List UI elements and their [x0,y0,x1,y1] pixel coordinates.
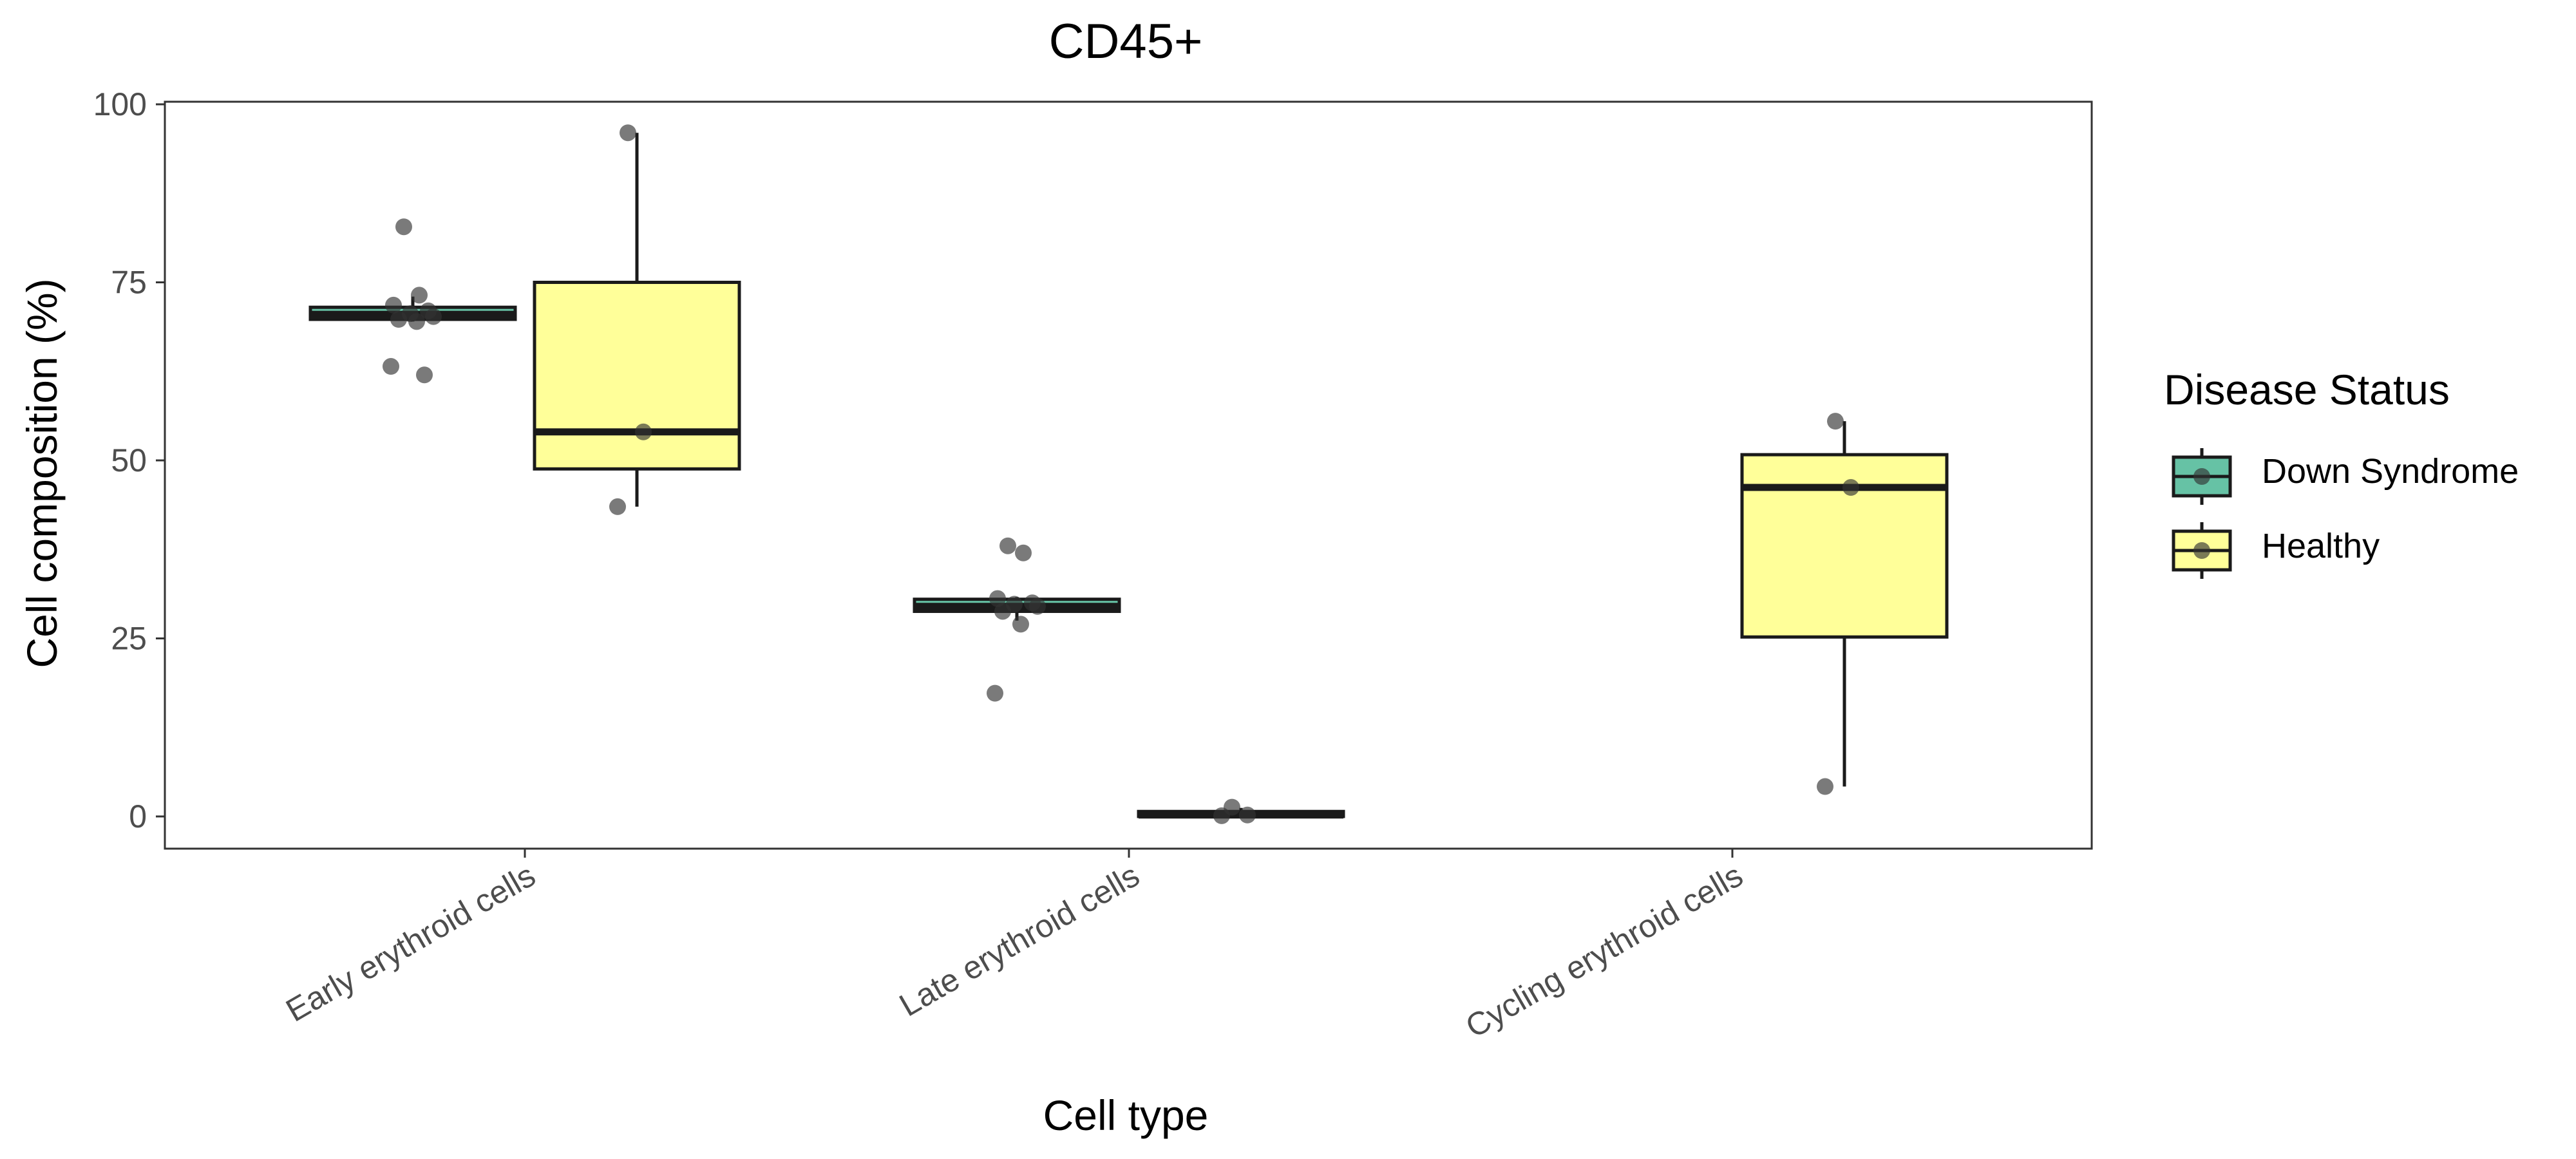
legend-label-healthy: Healthy [2262,527,2380,565]
legend-title: Disease Status [2164,366,2450,413]
point-down-syndrome-late-erythroid-cells-6 [994,603,1011,620]
point-healthy-late-erythroid-cells-1 [1239,806,1256,824]
y-tick-label-100: 100 [93,86,147,122]
point-healthy-cycling-erythroid-cells-1 [1842,479,1859,496]
chart-title: CD45+ [1049,14,1203,69]
legend-point-healthy [2193,542,2210,559]
legend-label-down-syndrome: Down Syndrome [2262,452,2519,491]
y-tick-label-50: 50 [111,442,147,478]
legend-point-down-syndrome [2193,468,2210,485]
point-down-syndrome-early-erythroid-cells-0 [395,218,412,236]
point-down-syndrome-early-erythroid-cells-1 [411,287,428,304]
point-down-syndrome-late-erythroid-cells-1 [1015,544,1032,561]
point-healthy-late-erythroid-cells-2 [1213,807,1230,824]
point-down-syndrome-late-erythroid-cells-0 [999,537,1016,554]
point-healthy-cycling-erythroid-cells-2 [1817,778,1833,795]
legend-keys [2172,448,2232,579]
point-down-syndrome-early-erythroid-cells-6 [390,311,407,328]
box-healthy-cycling-erythroid-cells [1740,453,1949,639]
point-down-syndrome-early-erythroid-cells-7 [408,313,425,330]
point-down-syndrome-early-erythroid-cells-9 [416,366,433,384]
plot-area [308,124,1949,824]
y-tick-label-0: 0 [129,798,147,834]
point-down-syndrome-early-erythroid-cells-2 [385,296,402,314]
legend: Disease Status Down Syndrome Healthy [2164,366,2519,579]
y-tick-label-75: 75 [111,265,147,301]
point-down-syndrome-late-erythroid-cells-8 [987,684,1003,702]
point-healthy-early-erythroid-cells-1 [635,423,652,440]
point-healthy-early-erythroid-cells-2 [609,498,626,515]
point-down-syndrome-late-erythroid-cells-2 [989,590,1006,607]
point-down-syndrome-late-erythroid-cells-5 [1029,598,1046,615]
point-down-syndrome-early-erythroid-cells-5 [425,308,442,325]
y-tick-label-25: 25 [111,621,147,657]
point-healthy-cycling-erythroid-cells-0 [1827,413,1844,430]
point-down-syndrome-late-erythroid-cells-7 [1012,616,1029,633]
y-axis-title: Cell composition (%) [18,278,66,668]
point-healthy-early-erythroid-cells-0 [620,124,636,142]
box-healthy-early-erythroid-cells [533,281,741,471]
point-down-syndrome-early-erythroid-cells-8 [383,358,399,375]
x-axis-title: Cell type [1043,1091,1209,1139]
